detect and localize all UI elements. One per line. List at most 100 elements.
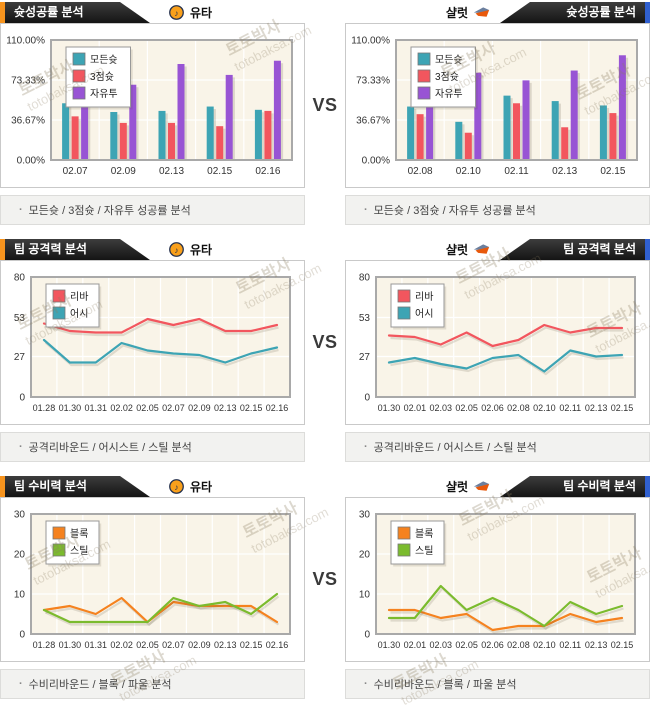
team-right: 샬럿 bbox=[446, 4, 490, 21]
svg-text:자유투: 자유투 bbox=[435, 88, 463, 100]
svg-text:블록: 블록 bbox=[70, 528, 88, 540]
bullet: · bbox=[364, 204, 368, 216]
svg-text:3점슛: 3점슛 bbox=[90, 71, 114, 83]
svg-text:0: 0 bbox=[19, 393, 25, 404]
caption-text: 공격리바운드 / 어시스트 / 스틸 분석 bbox=[28, 442, 192, 454]
svg-text:0: 0 bbox=[364, 630, 370, 641]
svg-text:02.15: 02.15 bbox=[240, 403, 263, 413]
svg-text:02.15: 02.15 bbox=[207, 166, 232, 177]
team-name-left: 유타 bbox=[190, 480, 213, 494]
svg-text:02.16: 02.16 bbox=[266, 403, 289, 413]
chart-charlotte-shot-success: 0.00% 36.67% 73.33% 110.00% 02.08 02.10 02.11 0… bbox=[351, 36, 638, 177]
svg-text:02.15: 02.15 bbox=[600, 166, 625, 177]
svg-text:0.00%: 0.00% bbox=[17, 156, 45, 167]
svg-text:20: 20 bbox=[14, 550, 26, 561]
footer-gap bbox=[305, 432, 345, 462]
bullet: · bbox=[19, 441, 23, 453]
team-left: ♪ 유타 bbox=[168, 241, 212, 258]
svg-text:02.03: 02.03 bbox=[429, 403, 452, 413]
svg-text:02.15: 02.15 bbox=[611, 640, 634, 650]
bullet: · bbox=[364, 441, 368, 453]
svg-text:어시: 어시 bbox=[415, 308, 433, 320]
svg-text:02.08: 02.08 bbox=[408, 166, 433, 177]
svg-text:02.01: 02.01 bbox=[404, 640, 427, 650]
section-title: 팀 공격력 분석 bbox=[563, 242, 636, 256]
team-right: 샬럿 bbox=[446, 241, 490, 258]
section-banner-left: 팀 수비력 분석 bbox=[0, 476, 150, 497]
team-left: ♪ 유타 bbox=[168, 4, 212, 21]
section-title: 팀 수비력 분석 bbox=[563, 479, 636, 493]
chart-caption-left: · 수비리바운드 / 블록 / 파울 분석 bbox=[0, 669, 305, 699]
section-banner-left: 슛성공률 분석 bbox=[0, 2, 150, 23]
section-banner-right: 팀 수비력 분석 bbox=[500, 476, 650, 497]
svg-text:02.08: 02.08 bbox=[507, 403, 530, 413]
caption-text: 공격리바운드 / 어시스트 / 스틸 분석 bbox=[373, 442, 537, 454]
caption-text: 수비리바운드 / 블록 / 파울 분석 bbox=[373, 679, 517, 691]
svg-text:블록: 블록 bbox=[415, 528, 433, 540]
svg-text:02.13: 02.13 bbox=[585, 640, 608, 650]
team-left: ♪ 유타 bbox=[168, 478, 212, 495]
charlotte-bobcats-logo-icon bbox=[473, 479, 490, 494]
orange-accent-bar bbox=[0, 2, 5, 23]
charlotte-bobcats-logo-icon bbox=[473, 242, 490, 257]
svg-text:01.30: 01.30 bbox=[378, 640, 401, 650]
svg-text:02.13: 02.13 bbox=[585, 403, 608, 413]
svg-text:30: 30 bbox=[14, 510, 26, 521]
svg-text:자유투: 자유투 bbox=[90, 88, 118, 100]
chart-caption-right: · 수비리바운드 / 블록 / 파울 분석 bbox=[345, 669, 650, 699]
svg-text:02.05: 02.05 bbox=[455, 403, 478, 413]
team-name-left: 유타 bbox=[190, 243, 213, 257]
svg-text:01.30: 01.30 bbox=[59, 403, 82, 413]
svg-text:02.13: 02.13 bbox=[214, 403, 237, 413]
row-footers: · 공격리바운드 / 어시스트 / 스틸 분석 · 공격리바운드 / 어시스트 … bbox=[0, 432, 650, 462]
svg-text:02.10: 02.10 bbox=[533, 640, 556, 650]
svg-text:20: 20 bbox=[359, 550, 371, 561]
svg-text:모든슛: 모든슛 bbox=[90, 54, 118, 66]
svg-text:73.33%: 73.33% bbox=[11, 76, 45, 87]
section-title: 슛성공률 분석 bbox=[14, 5, 84, 19]
svg-text:01.31: 01.31 bbox=[84, 403, 107, 413]
svg-text:27: 27 bbox=[14, 352, 26, 363]
team-name-right: 샬럿 bbox=[445, 6, 468, 20]
section-shot-success: 슛성공률 분석 ♪ 유타 샬럿 슛성공률 분석 0.00% 36.67% 7 bbox=[0, 2, 650, 225]
svg-text:02.07: 02.07 bbox=[162, 403, 185, 413]
chart-panel-right: 0 27 53 80 01.30 02.01 02.03 02.05 02.06 02.08 02.… bbox=[345, 260, 650, 425]
section-banner-left: 팀 공격력 분석 bbox=[0, 239, 150, 260]
blue-accent-bar bbox=[645, 2, 650, 23]
svg-text:02.13: 02.13 bbox=[552, 166, 577, 177]
svg-text:80: 80 bbox=[14, 273, 26, 284]
svg-text:0: 0 bbox=[364, 393, 370, 404]
svg-text:02.11: 02.11 bbox=[559, 640, 581, 650]
svg-text:02.05: 02.05 bbox=[455, 640, 478, 650]
svg-text:02.06: 02.06 bbox=[481, 640, 504, 650]
svg-text:73.33%: 73.33% bbox=[356, 76, 390, 87]
svg-text:01.30: 01.30 bbox=[59, 640, 82, 650]
caption-text: 수비리바운드 / 블록 / 파울 분석 bbox=[28, 679, 172, 691]
chart-utah-shot-success: 0.00% 36.67% 73.33% 110.00% 02.07 02.09 02.13 0… bbox=[6, 36, 293, 177]
svg-text:02.10: 02.10 bbox=[533, 403, 556, 413]
svg-text:53: 53 bbox=[14, 313, 26, 324]
svg-text:02.11: 02.11 bbox=[559, 403, 581, 413]
svg-text:♪: ♪ bbox=[174, 8, 178, 18]
row-header: 팀 수비력 분석 ♪ 유타 샬럿 팀 수비력 분석 bbox=[0, 476, 650, 497]
svg-text:01.31: 01.31 bbox=[84, 640, 107, 650]
svg-text:02.02: 02.02 bbox=[110, 403, 133, 413]
svg-text:02.09: 02.09 bbox=[111, 166, 136, 177]
footer-gap bbox=[305, 195, 345, 225]
team-right: 샬럿 bbox=[446, 478, 490, 495]
chart-caption-right: · 공격리바운드 / 어시스트 / 스틸 분석 bbox=[345, 432, 650, 462]
section-banner-right: 팀 공격력 분석 bbox=[500, 239, 650, 260]
svg-text:스틸: 스틸 bbox=[415, 544, 433, 557]
svg-text:모든슛: 모든슛 bbox=[435, 54, 463, 66]
svg-text:10: 10 bbox=[14, 590, 26, 601]
svg-text:02.05: 02.05 bbox=[136, 403, 159, 413]
bullet: · bbox=[19, 204, 23, 216]
row-header: 슛성공률 분석 ♪ 유타 샬럿 슛성공률 분석 bbox=[0, 2, 650, 23]
footer-gap bbox=[305, 669, 345, 699]
bullet: · bbox=[364, 678, 368, 690]
